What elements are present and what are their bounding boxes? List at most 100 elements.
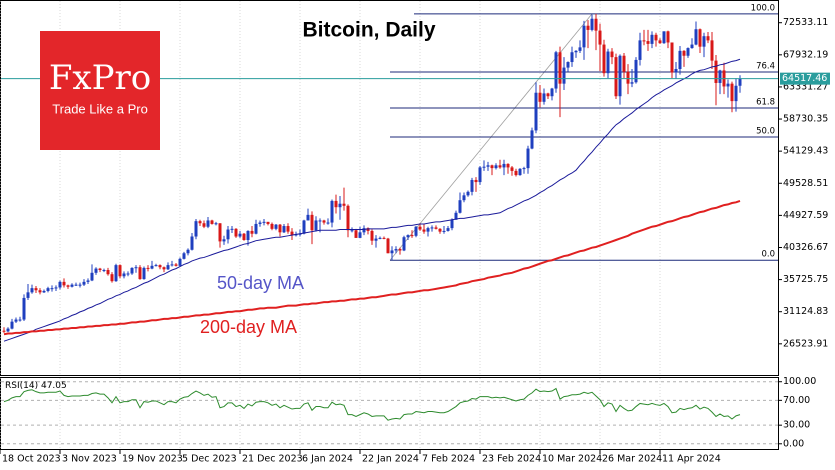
candle-body	[338, 203, 342, 208]
candle-body	[314, 220, 318, 231]
x-tick-label: 7 Feb 2024	[422, 454, 475, 465]
candle-body	[674, 69, 678, 73]
candle-body	[694, 29, 698, 45]
price-tag	[780, 72, 830, 85]
candle-body	[30, 288, 34, 293]
line-series	[3, 387, 741, 421]
candle-body	[366, 228, 370, 231]
fib-label: 100.0	[751, 3, 775, 13]
candle-body	[650, 34, 654, 44]
candle-body	[626, 71, 630, 84]
candle-body	[290, 231, 294, 236]
y-tick-label: 31124.83	[783, 306, 828, 317]
candle-body	[630, 82, 634, 84]
rsi-name: RSI(14)	[5, 381, 38, 391]
candle-body	[394, 249, 398, 251]
candle-body	[166, 265, 170, 270]
candle-body	[502, 163, 506, 168]
candle-body	[706, 36, 710, 41]
candle-body	[686, 48, 690, 56]
x-tick-label: 26 Mar 2024	[602, 454, 662, 465]
candle-body	[278, 224, 282, 233]
candle-body	[258, 222, 262, 224]
x-tick-label: 22 Jan 2024	[362, 454, 419, 465]
candle-body	[458, 200, 462, 213]
candle-body	[370, 230, 374, 241]
candle-body	[170, 264, 174, 266]
candle-body	[406, 235, 410, 238]
candle-body	[130, 267, 134, 274]
candle-body	[70, 284, 74, 287]
candle-body	[90, 272, 94, 281]
candle-body	[350, 230, 354, 232]
candle-body	[206, 220, 210, 227]
candle-body	[354, 230, 358, 238]
candle-body	[426, 228, 430, 232]
candle-body	[598, 30, 602, 45]
candle-body	[594, 18, 598, 31]
candle-body	[678, 50, 682, 70]
candle-body	[538, 92, 542, 102]
candle-body	[230, 228, 234, 230]
series-label: 50-day MA	[217, 273, 304, 293]
candle-body	[22, 297, 26, 320]
candle-body	[442, 230, 446, 232]
candle-body	[386, 238, 390, 254]
x-tick-label: 11 Apr 2024	[662, 454, 721, 465]
candle-body	[518, 168, 522, 176]
rsi-value: 47.05	[41, 381, 67, 391]
candle-body	[362, 228, 366, 233]
candle-body	[202, 223, 206, 227]
candle-body	[478, 167, 482, 183]
candle-body	[494, 165, 498, 169]
candle-body	[142, 267, 146, 280]
candle-body	[554, 52, 558, 89]
candle-body	[226, 229, 230, 240]
candle-body	[590, 18, 594, 30]
candle-body	[318, 220, 322, 222]
fib-label: 50.0	[756, 127, 775, 137]
y-tick-label: 40326.67	[783, 242, 828, 253]
candle-body	[614, 57, 618, 97]
candle-body	[238, 233, 242, 237]
candle-body	[262, 221, 266, 223]
candle-body	[18, 319, 22, 321]
candle-body	[414, 226, 418, 236]
fib-label: 0.0	[761, 250, 775, 260]
candle-body	[550, 88, 554, 97]
y-tick-label: 54129.43	[783, 146, 828, 157]
candle-body	[274, 224, 278, 229]
candle-body	[146, 267, 150, 269]
candle-body	[390, 250, 394, 254]
candle-body	[358, 232, 362, 238]
candle-body	[438, 228, 442, 232]
candle-body	[670, 42, 674, 73]
candle-body	[10, 321, 14, 329]
y-tick-label: 30.00	[783, 420, 810, 431]
candle-body	[634, 59, 638, 83]
candle-body	[218, 223, 222, 242]
line-series	[3, 199, 741, 336]
candle-body	[154, 265, 158, 267]
candle-body	[730, 83, 734, 102]
candle-body	[66, 285, 70, 287]
x-tick-label: 5 Dec 2023	[182, 454, 237, 465]
x-tick-label: 3 Nov 2023	[62, 454, 117, 465]
candle-body	[374, 238, 378, 241]
candle-body	[114, 265, 118, 282]
candle-body	[266, 221, 270, 224]
candle-body	[698, 29, 702, 47]
candle-body	[250, 230, 254, 234]
y-tick-label: 44927.59	[783, 210, 828, 221]
candle-body	[246, 230, 250, 240]
candle-body	[14, 319, 18, 322]
candle-body	[410, 235, 414, 237]
y-tick-label: 72533.11	[783, 17, 828, 28]
candle-body	[86, 280, 90, 282]
candle-body	[182, 253, 186, 259]
candle-body	[586, 25, 590, 30]
candle-body	[498, 165, 502, 168]
candle-body	[310, 214, 314, 231]
candle-body	[198, 221, 202, 224]
